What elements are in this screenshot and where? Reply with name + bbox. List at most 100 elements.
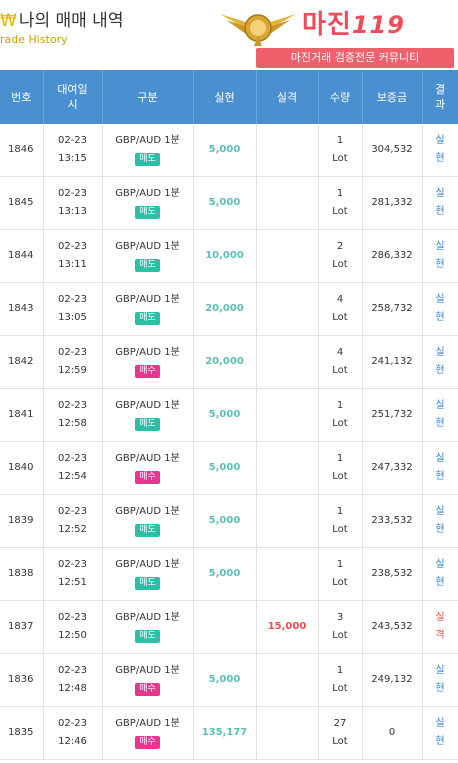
profit-cell: 5,000 xyxy=(193,441,257,495)
trade-time-cell: 02-23 12:54 xyxy=(43,441,103,495)
quantity-cell: 1 Lot xyxy=(318,441,363,495)
table-row[interactable]: 1845 02-23 13:13 GBP/AUD 1분 매도 5,000 1 Lot 281,3… xyxy=(0,176,458,230)
trade-number: 1844 xyxy=(8,250,34,261)
deposit-value: 304,532 xyxy=(371,144,413,155)
trade-number-cell: 1836 xyxy=(0,653,44,707)
table-row[interactable]: 1837 02-23 12:50 GBP/AUD 1분 매도 15,000 3 Lot 243,… xyxy=(0,600,458,654)
table-row[interactable]: 1842 02-23 12:59 GBP/AUD 1분 매수 20,000 4 Lot 241,… xyxy=(0,335,458,389)
deposit-cell: 247,332 xyxy=(362,441,423,495)
quantity-unit: Lot xyxy=(332,524,348,535)
result-label: 현 xyxy=(435,418,445,429)
table-row[interactable]: 1843 02-23 13:05 GBP/AUD 1분 매도 20,000 4 Lot 258,… xyxy=(0,282,458,336)
trade-date: 02-23 xyxy=(57,294,88,305)
trade-number: 1841 xyxy=(8,409,34,420)
page-title: ₩ 나의 매매 내역 xyxy=(0,6,123,31)
trade-number: 1840 xyxy=(8,462,34,473)
result-label: 실 xyxy=(435,506,445,517)
result-label: 현 xyxy=(435,153,445,164)
trade-pair: GBP/AUD 1분 xyxy=(115,400,180,411)
trade-type-cell: GBP/AUD 1분 매수 xyxy=(102,441,194,495)
table-row[interactable]: 1838 02-23 12:51 GBP/AUD 1분 매도 5,000 1 Lot 238,5… xyxy=(0,547,458,601)
profit-cell: 5,000 xyxy=(193,653,257,707)
table-header: 번호 대여일 시 구분 실현 실격 수량 보증금 결 과 xyxy=(0,70,458,124)
profit-value: 5,000 xyxy=(208,409,241,420)
loss-cell xyxy=(256,441,319,495)
trade-time-cell: 02-23 12:58 xyxy=(43,388,103,442)
trade-time-cell: 02-23 12:46 xyxy=(43,706,103,760)
trade-pair: GBP/AUD 1분 xyxy=(115,718,180,729)
table-row[interactable]: 1839 02-23 12:52 GBP/AUD 1분 매도 5,000 1 Lot 233,5… xyxy=(0,494,458,548)
result-label: 실 xyxy=(435,135,445,146)
trade-time: 12:46 xyxy=(58,736,87,747)
deposit-value: 286,332 xyxy=(371,250,413,261)
trade-pair: GBP/AUD 1분 xyxy=(115,665,180,676)
trade-history-table: 번호 대여일 시 구분 실현 실격 수량 보증금 결 과 1846 02-23 13:15 GBP/AU… xyxy=(0,70,458,760)
loss-cell xyxy=(256,282,319,336)
side-badge: 매도 xyxy=(135,630,160,643)
page-subtitle: rade History xyxy=(0,33,68,46)
result-label: 실 xyxy=(435,612,445,623)
deposit-value: 247,332 xyxy=(371,462,413,473)
result-label: 실 xyxy=(435,188,445,199)
side-badge: 매수 xyxy=(135,683,160,696)
brand-number: 119 xyxy=(351,11,405,39)
table-row[interactable]: 1844 02-23 13:11 GBP/AUD 1분 매도 10,000 2 Lot 286,… xyxy=(0,229,458,283)
table-row[interactable]: 1840 02-23 12:54 GBP/AUD 1분 매수 5,000 1 Lot 247,3… xyxy=(0,441,458,495)
deposit-cell: 243,532 xyxy=(362,600,423,654)
quantity-unit: Lot xyxy=(332,418,348,429)
trade-type-cell: GBP/AUD 1분 매수 xyxy=(102,706,194,760)
result-label: 현 xyxy=(435,206,445,217)
brand-logo[interactable]: 마진119 마진거래 검증전문 커뮤니티 xyxy=(218,6,456,68)
quantity-cell: 4 Lot xyxy=(318,282,363,336)
trade-time: 12:51 xyxy=(58,577,87,588)
trade-date: 02-23 xyxy=(57,665,88,676)
table-body: 1846 02-23 13:15 GBP/AUD 1분 매도 5,000 1 Lot 304,5… xyxy=(0,124,458,760)
deposit-value: 0 xyxy=(388,727,396,738)
profit-cell: 20,000 xyxy=(193,282,257,336)
quantity-value: 2 xyxy=(336,241,344,252)
result-label: 현 xyxy=(435,577,445,588)
profit-value: 5,000 xyxy=(208,515,241,526)
deposit-cell: 304,532 xyxy=(362,124,423,177)
trade-number: 1838 xyxy=(8,568,34,579)
trade-number-cell: 1844 xyxy=(0,229,44,283)
quantity-cell: 1 Lot xyxy=(318,124,363,177)
table-row[interactable]: 1846 02-23 13:15 GBP/AUD 1분 매도 5,000 1 Lot 304,5… xyxy=(0,124,458,177)
trade-time-cell: 02-23 12:51 xyxy=(43,547,103,601)
quantity-cell: 1 Lot xyxy=(318,176,363,230)
quantity-value: 27 xyxy=(333,718,347,729)
deposit-cell: 233,532 xyxy=(362,494,423,548)
trade-date: 02-23 xyxy=(57,559,88,570)
table-row[interactable]: 1836 02-23 12:48 GBP/AUD 1분 매수 5,000 1 Lot 249,1… xyxy=(0,653,458,707)
brand-tagline: 마진거래 검증전문 커뮤니티 xyxy=(256,48,454,68)
side-badge: 매도 xyxy=(135,206,160,219)
table-row[interactable]: 1841 02-23 12:58 GBP/AUD 1분 매도 5,000 1 Lot 251,7… xyxy=(0,388,458,442)
trade-date: 02-23 xyxy=(57,506,88,517)
table-row[interactable]: 1835 02-23 12:46 GBP/AUD 1분 매수 135,177 27 Lot 0 실… xyxy=(0,706,458,760)
loss-value: 15,000 xyxy=(267,621,307,632)
profit-value: 5,000 xyxy=(208,462,241,473)
deposit-value: 233,532 xyxy=(371,515,413,526)
quantity-unit: Lot xyxy=(332,312,348,323)
loss-cell xyxy=(256,335,319,389)
trade-date: 02-23 xyxy=(57,612,88,623)
profit-cell: 5,000 xyxy=(193,547,257,601)
trade-pair: GBP/AUD 1분 xyxy=(115,347,180,358)
trade-pair: GBP/AUD 1분 xyxy=(115,241,180,252)
trade-number-cell: 1845 xyxy=(0,176,44,230)
side-badge: 매도 xyxy=(135,418,160,431)
trade-type-cell: GBP/AUD 1분 매도 xyxy=(102,229,194,283)
column-header: 번호 xyxy=(0,70,44,124)
trade-time-cell: 02-23 12:48 xyxy=(43,653,103,707)
trade-pair: GBP/AUD 1분 xyxy=(115,612,180,623)
won-icon: ₩ xyxy=(0,11,17,31)
quantity-unit: Lot xyxy=(332,736,348,747)
quantity-cell: 1 Lot xyxy=(318,388,363,442)
quantity-unit: Lot xyxy=(332,630,348,641)
deposit-value: 249,132 xyxy=(371,674,413,685)
trade-number-cell: 1842 xyxy=(0,335,44,389)
